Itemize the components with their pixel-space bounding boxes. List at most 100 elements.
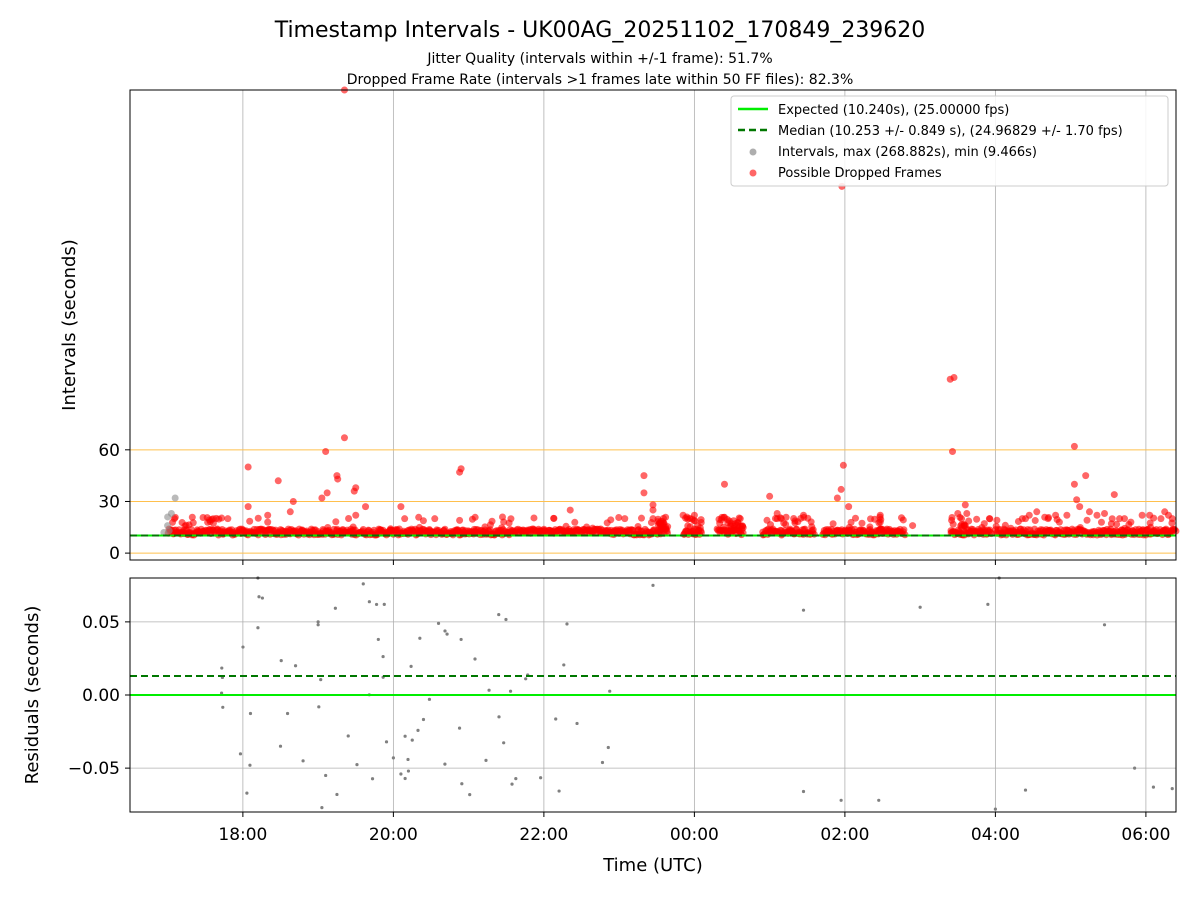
residual-point-15 <box>241 645 245 649</box>
intervals-x-ticks <box>242 560 1147 565</box>
interval-point-4 <box>165 527 173 535</box>
dropped-frame-point-1217 <box>486 521 494 529</box>
dropped-frame-outlier-69 <box>1093 511 1101 519</box>
dropped-frame-outlier-68 <box>1085 508 1093 516</box>
residual-point-0 <box>445 632 449 636</box>
residual-outlier-24 <box>1023 788 1028 792</box>
residual-point-28 <box>260 596 264 600</box>
dropped-frame-outlier-10 <box>323 489 331 497</box>
residuals-ytick-label-2: −0.05 <box>68 759 120 779</box>
x-tick-label-0: 18:00 <box>218 825 267 845</box>
dropped-frame-outlier-41 <box>837 485 845 493</box>
residual-point-8 <box>367 600 371 604</box>
residual-outlier-2 <box>316 623 320 627</box>
dropped-frame-point-1106 <box>1083 516 1091 524</box>
dropped-frame-point-1255 <box>691 517 699 525</box>
dropped-frame-outlier-45 <box>876 511 884 519</box>
residual-outlier-18 <box>335 792 339 797</box>
residual-point-16 <box>220 666 224 670</box>
dropped-frame-outlier-47 <box>909 522 917 530</box>
dropped-frame-point-1229 <box>898 514 905 522</box>
dropped-frame-outlier-73 <box>1127 518 1135 526</box>
residual-point-25 <box>427 697 432 701</box>
dropped-frame-point-1105 <box>345 514 353 522</box>
dropped-frame-outlier-62 <box>1063 511 1071 519</box>
dropped-frame-point-1153 <box>562 522 570 530</box>
residual-outlier-11 <box>391 756 395 760</box>
intervals-ytick-label-2: 60 <box>98 441 120 461</box>
residual-point-6 <box>245 791 249 795</box>
x-tick-label-6: 06:00 <box>1121 825 1170 845</box>
dropped-frame-point-1244 <box>189 519 197 527</box>
dropped-frame-point-1181 <box>1147 523 1155 531</box>
dropped-frame-outlier-61 <box>1055 518 1063 526</box>
intervals-plot-frame <box>129 89 1177 561</box>
dropped-frame-point-1258 <box>659 518 667 526</box>
dropped-frame-point-1237 <box>583 523 591 531</box>
legend-median-label: Median (10.253 +/- 0.849 s), (24.96829 +… <box>778 124 1123 139</box>
dropped-frame-point-1158 <box>468 515 476 523</box>
x-tick-label-5: 04:00 <box>971 825 1020 845</box>
x-tick-label-3: 00:00 <box>670 825 719 845</box>
dropped-frame-outlier-29 <box>649 506 657 514</box>
dropped-frame-point-1206 <box>1001 521 1009 529</box>
intervals-grid <box>242 90 1147 560</box>
residual-outlier-26 <box>1151 785 1156 789</box>
dropped-frame-point-1197 <box>948 516 956 524</box>
residual-point-37 <box>606 745 610 750</box>
residual-point-17 <box>497 715 501 719</box>
dropped-frame-outlier-6 <box>286 508 294 516</box>
residual-point-51 <box>457 726 462 730</box>
residual-point-50 <box>418 636 422 640</box>
dropped-frame-point-1121 <box>980 520 988 528</box>
residual-outlier-3 <box>316 620 320 624</box>
dropped-frame-outlier-36 <box>766 492 774 500</box>
residual-outlier-20 <box>801 789 806 794</box>
dropped-frame-outlier-58 <box>1033 508 1041 516</box>
dropped-frame-point-1200 <box>877 525 885 533</box>
residual-outlier-27 <box>1170 787 1174 791</box>
dropped-frame-point-1201 <box>696 524 704 532</box>
dropped-frame-point-1152 <box>246 517 254 525</box>
residual-point-31 <box>370 777 375 781</box>
residual-point-5 <box>410 738 414 742</box>
dropped-frame-outlier-27 <box>640 472 648 480</box>
residual-outlier-30 <box>801 608 806 612</box>
residual-outlier-17 <box>324 773 328 778</box>
residual-outlier-28 <box>986 602 990 606</box>
dropped-frame-outlier-38 <box>773 510 781 518</box>
dropped-frame-outlier-35 <box>720 480 728 488</box>
residual-point-27 <box>421 717 426 722</box>
dropped-frame-point-1131 <box>597 525 605 533</box>
residual-point-43 <box>554 717 558 721</box>
x-tick-label-2: 22:00 <box>519 825 568 845</box>
dropped-frame-point-1252 <box>730 523 738 531</box>
dropped-frame-outlier-78 <box>1168 515 1176 523</box>
dropped-frame-outlier-9 <box>322 448 330 456</box>
dropped-frame-outlier-60 <box>1052 511 1060 519</box>
dropped-frame-outlier-26 <box>566 506 574 514</box>
residual-point-19 <box>416 728 420 733</box>
intervals-y-axis-label: Intervals (seconds) <box>59 239 80 411</box>
interval-point-5 <box>160 528 168 536</box>
residual-outlier-12 <box>399 772 403 776</box>
residual-point-22 <box>502 741 506 745</box>
dropped-frame-outlier-23 <box>457 465 465 473</box>
dropped-frame-outlier-79 <box>1157 515 1165 523</box>
dropped-frame-outlier-43 <box>839 461 847 469</box>
residual-point-40 <box>575 721 579 726</box>
dropped-frame-point-1177 <box>686 523 694 531</box>
residual-point-38 <box>374 602 379 607</box>
dropped-frame-outlier-5 <box>274 477 282 485</box>
residuals-x-ticks: 18:00 20:00 22:00 00:00 02:00 04:00 06:00 <box>218 812 1170 845</box>
dropped-frame-point-1083 <box>1007 524 1015 532</box>
residual-outlier-14 <box>278 744 283 748</box>
residual-outlier-29 <box>918 605 922 609</box>
dropped-frame-point-1242 <box>738 522 746 530</box>
dropped-frame-outlier-46 <box>876 518 884 526</box>
dropped-frame-outlier-74 <box>1138 511 1146 519</box>
dropped-frame-point-1147 <box>481 523 489 531</box>
dropped-frame-point-1203 <box>607 516 615 524</box>
chart-legend: Expected (10.240s), (25.00000 fps) Media… <box>730 95 1169 187</box>
dropped-frame-point-1224 <box>199 513 207 521</box>
